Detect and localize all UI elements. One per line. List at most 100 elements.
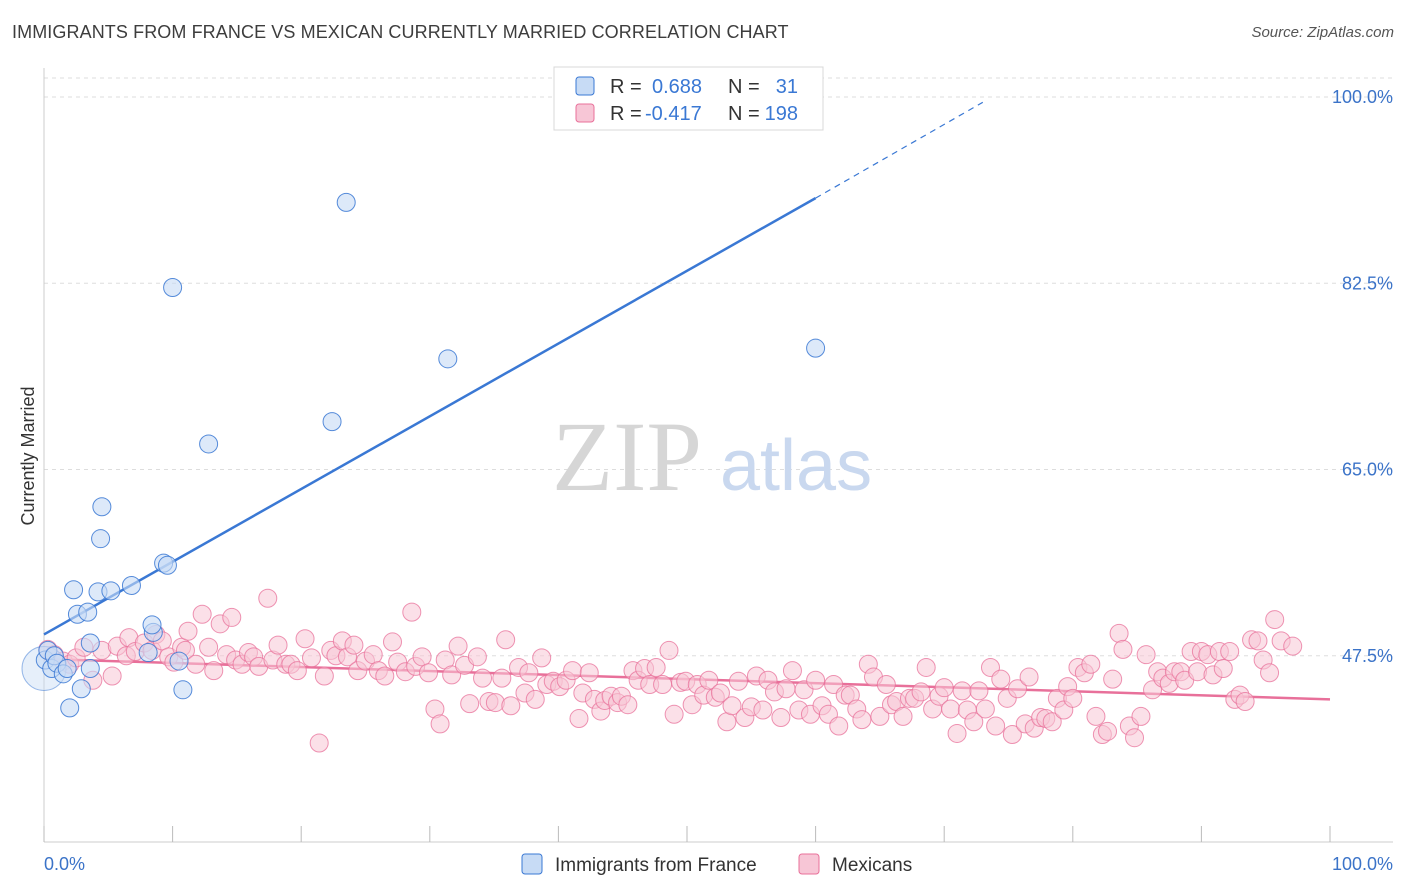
point-france-27 (199, 434, 219, 454)
bottom-legend-swatch-mexicans (798, 853, 820, 875)
point-france-10 (71, 679, 91, 699)
legend-r-value-france: 0.688 (652, 76, 702, 98)
point-mexicans-112 (722, 696, 742, 716)
bottom-legend-swatch-france (521, 853, 543, 875)
x-tick-label-max: 100.0% (1332, 854, 1393, 874)
y-axis-title: Currently Married (18, 386, 38, 525)
point-mexicans-8 (102, 666, 122, 686)
legend-swatch-france (575, 76, 595, 96)
point-france-13 (80, 633, 100, 653)
trend-line-france-extension (815, 101, 984, 199)
point-mexicans-24 (199, 637, 219, 657)
point-mexicans-39 (287, 661, 307, 681)
point-mexicans-163 (1019, 667, 1039, 687)
point-mexicans-113 (728, 671, 748, 691)
point-mexicans-137 (870, 706, 890, 726)
point-mexicans-64 (442, 665, 462, 685)
point-mexicans-87 (579, 663, 599, 683)
point-france-12 (80, 659, 100, 679)
watermark-atlas: atlas (720, 426, 872, 506)
point-mexicans-155 (975, 699, 995, 719)
point-mexicans-199 (1220, 641, 1240, 661)
point-mexicans-69 (473, 668, 493, 688)
point-mexicans-41 (301, 648, 321, 668)
point-france-21 (142, 615, 162, 635)
point-france-8 (64, 580, 84, 600)
point-mexicans-71 (485, 693, 505, 713)
point-mexicans-77 (519, 663, 539, 683)
point-mexicans-161 (1008, 679, 1028, 699)
point-mexicans-145 (916, 657, 936, 677)
point-france-29 (336, 192, 356, 212)
point-mexicans-180 (1113, 639, 1133, 659)
y-tick-label-3: 100.0% (1332, 87, 1393, 107)
point-mexicans-150 (947, 723, 967, 743)
point-mexicans-73 (496, 630, 516, 650)
point-mexicans-28 (222, 607, 242, 627)
point-mexicans-158 (991, 669, 1011, 689)
point-mexicans-59 (412, 647, 432, 667)
legend-r-label-france: R = (610, 76, 642, 98)
y-tick-labels: 47.5% 65.0% 82.5% 100.0% (1332, 87, 1393, 666)
gridlines (44, 77, 1393, 657)
point-mexicans-21 (178, 621, 198, 641)
legend-n-value-france: 31 (776, 76, 798, 98)
point-mexicans-111 (717, 712, 737, 732)
point-mexicans-207 (1265, 610, 1285, 630)
point-mexicans-102 (664, 704, 684, 724)
legend-swatch-mexicans (575, 103, 595, 123)
point-mexicans-54 (383, 632, 403, 652)
point-france-28 (322, 412, 342, 432)
point-mexicans-183 (1131, 706, 1151, 726)
point-mexicans-84 (563, 661, 583, 681)
point-mexicans-101 (659, 640, 679, 660)
point-france-18 (121, 576, 141, 596)
point-mexicans-134 (852, 710, 872, 730)
point-mexicans-121 (776, 679, 796, 699)
y-tick-label-2: 82.5% (1342, 273, 1393, 293)
point-france-24 (163, 278, 183, 298)
point-mexicans-198 (1213, 659, 1233, 679)
point-mexicans-157 (986, 716, 1006, 736)
point-mexicans-48 (344, 635, 364, 655)
point-mexicans-179 (1109, 623, 1129, 643)
point-france-31 (806, 338, 826, 358)
point-mexicans-160 (1002, 725, 1022, 745)
point-france-14 (91, 529, 111, 549)
point-mexicans-202 (1235, 692, 1255, 712)
point-mexicans-141 (893, 706, 913, 726)
point-mexicans-182 (1125, 728, 1145, 748)
legend-n-label-france: N = (728, 76, 760, 98)
point-mexicans-99 (646, 657, 666, 677)
stats-legend-frame (553, 66, 824, 131)
point-mexicans-174 (1081, 654, 1101, 674)
x-tick-label-min: 0.0% (44, 854, 85, 874)
series-legend: Immigrants from France Mexicans (521, 853, 912, 876)
point-mexicans-79 (532, 648, 552, 668)
point-mexicans-51 (363, 645, 383, 665)
point-mexicans-68 (467, 647, 487, 667)
point-mexicans-149 (941, 699, 961, 719)
bottom-legend-label-france: Immigrants from France (555, 855, 757, 876)
point-mexicans-130 (829, 716, 849, 736)
series-mexicans-points (38, 588, 1303, 753)
point-mexicans-206 (1260, 663, 1280, 683)
point-mexicans-122 (782, 661, 802, 681)
point-france-15 (92, 497, 112, 517)
point-mexicans-110 (710, 683, 730, 703)
point-france-11 (78, 602, 98, 622)
source-credit: Source: ZipAtlas.com (1251, 24, 1394, 41)
chart-title: IMMIGRANTS FROM FRANCE VS MEXICAN CURREN… (12, 22, 789, 42)
y-tick-label-1: 65.0% (1342, 460, 1393, 480)
point-mexicans-153 (964, 712, 984, 732)
legend-r-value-mexicans: -0.417 (645, 103, 702, 125)
point-mexicans-167 (1042, 712, 1062, 732)
series-france-points (21, 192, 826, 718)
point-mexicans-36 (268, 635, 288, 655)
watermark-zip: ZIP (552, 401, 702, 512)
point-france-17 (101, 581, 121, 601)
point-mexicans-177 (1098, 721, 1118, 741)
point-mexicans-67 (460, 694, 480, 714)
point-mexicans-154 (969, 681, 989, 701)
point-france-6 (57, 659, 77, 679)
